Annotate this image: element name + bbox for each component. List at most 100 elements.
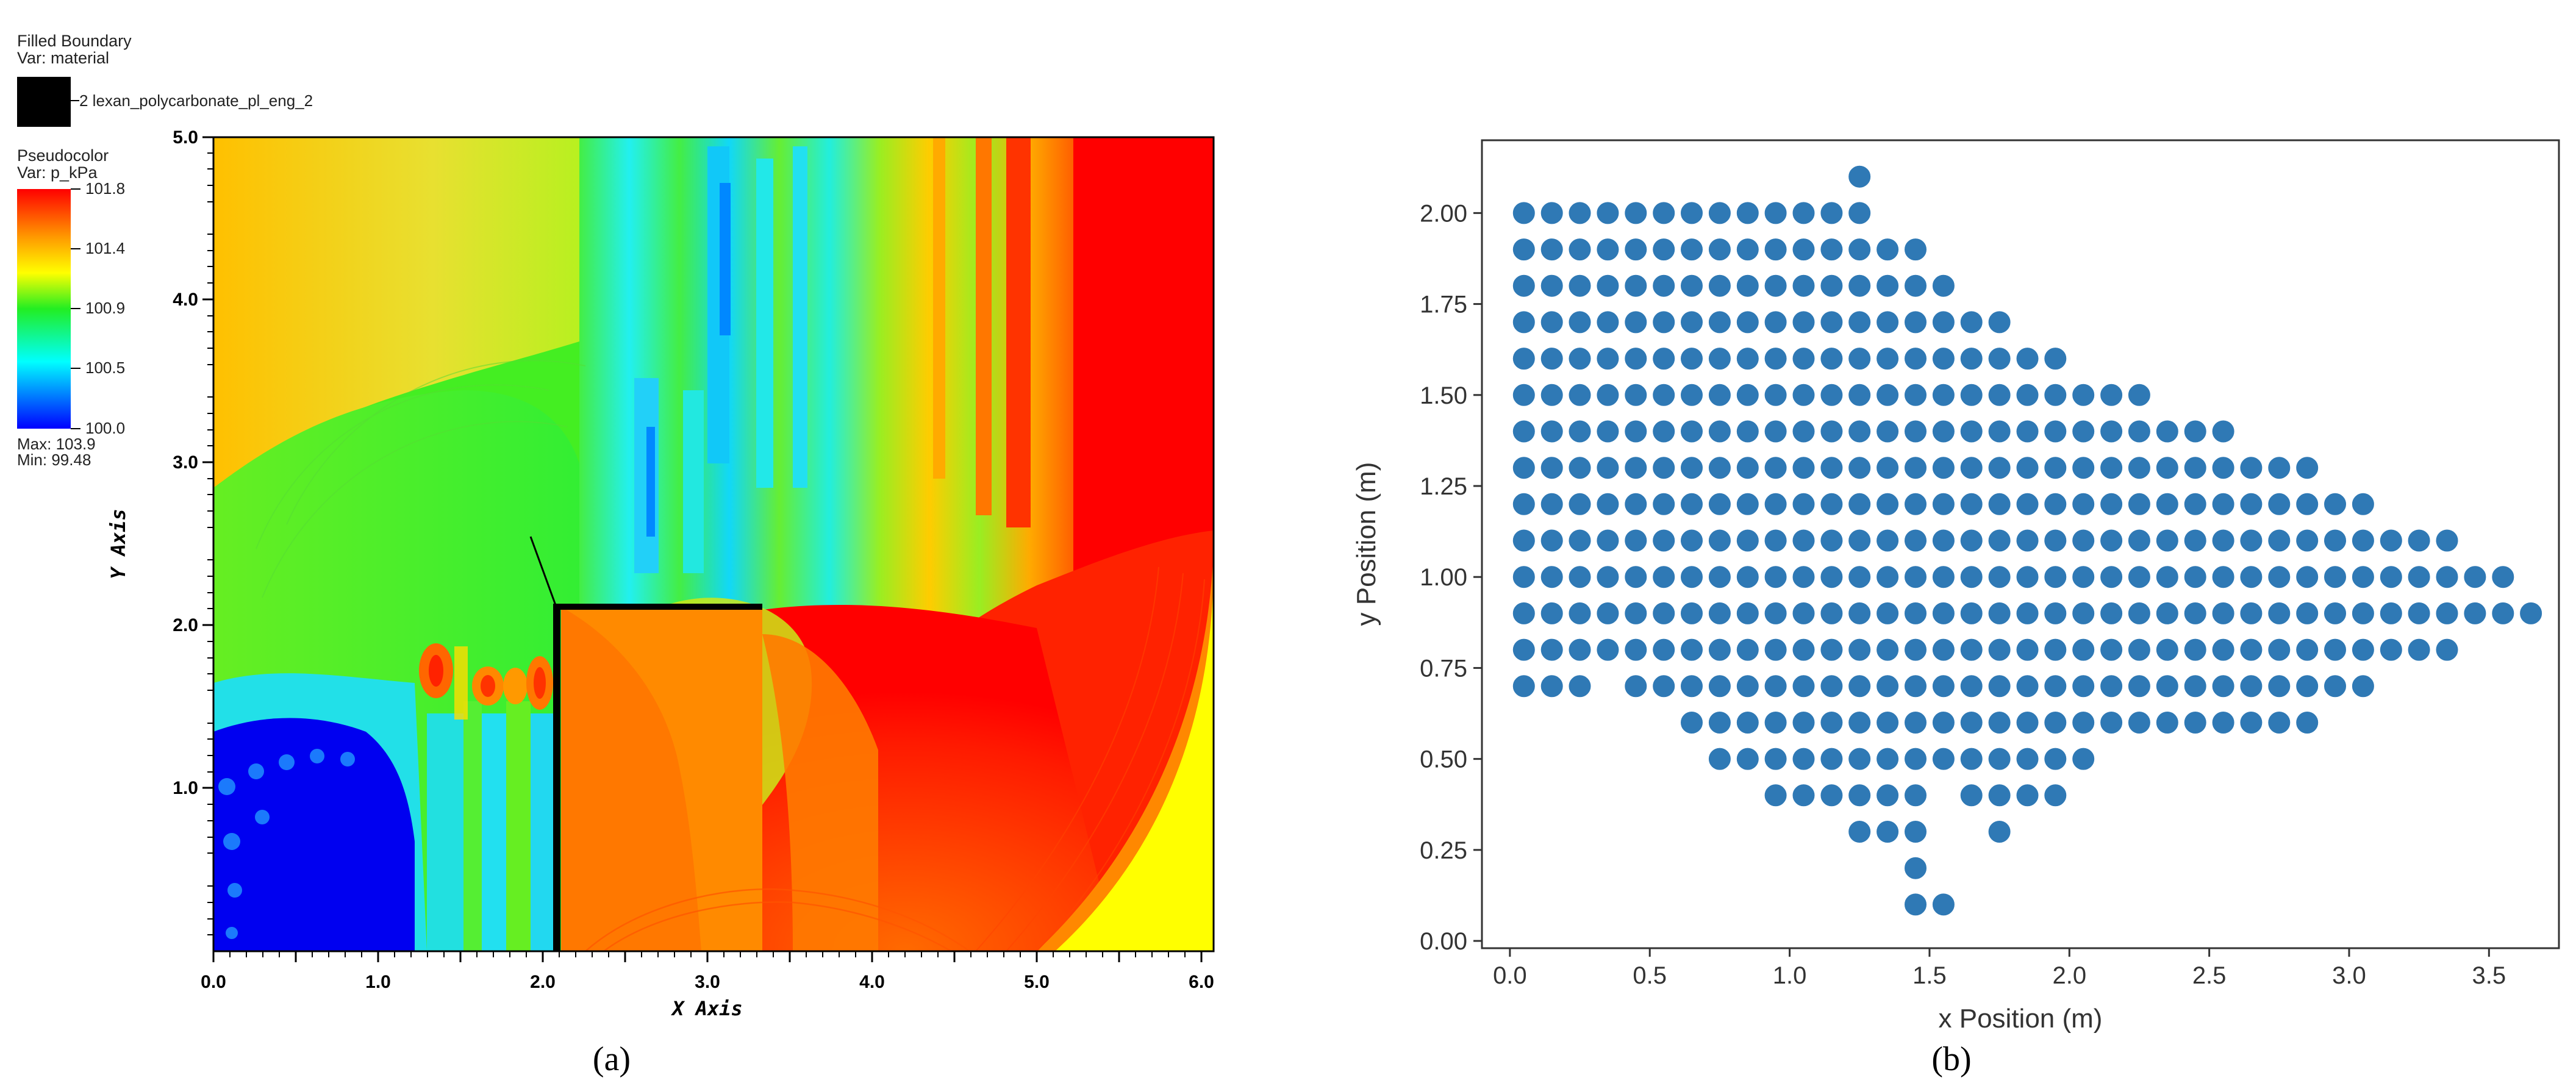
scatter-point [1680, 382, 1704, 407]
scatter-point [1959, 310, 1984, 335]
scatter-point [2043, 346, 2068, 371]
scatter-point [1680, 565, 1704, 590]
scatter-point [1735, 565, 1760, 590]
scatter-point [1651, 237, 1676, 262]
scatter-point [1847, 164, 1872, 189]
panel-a-caption: (a) [593, 1040, 631, 1078]
scatter-point [1623, 273, 1648, 298]
scatter-point [1623, 601, 1648, 626]
scatter-point [1680, 455, 1704, 480]
scatter-point [1903, 491, 1928, 516]
panel-a-pseudocolor-plot: Filled Boundary Var: material 2 lexan_po… [17, 32, 1215, 1078]
scatter-point [1763, 455, 1788, 480]
scatter-point [1791, 565, 1816, 590]
scatter-point [1735, 674, 1760, 699]
scatter-point [2071, 565, 2096, 590]
y-tick-label: 0.00 [1420, 928, 1467, 955]
scatter-point [1680, 273, 1704, 298]
scatter-point [1511, 237, 1536, 262]
scatter-point [1680, 674, 1704, 699]
scatter-point [1735, 419, 1760, 444]
scatter-point [1875, 746, 1900, 771]
scatter-point [1623, 637, 1648, 662]
scatter-point [1735, 346, 1760, 371]
y-tick-label: 1.25 [1420, 473, 1467, 500]
scatter-point [1875, 273, 1900, 298]
scatter-point [1567, 674, 1592, 699]
scatter-point [2043, 419, 2068, 444]
x-tick-label: 5.0 [1024, 972, 1050, 992]
scatter-point [1931, 892, 1956, 917]
scatter-point [1651, 637, 1676, 662]
scatter-point [2043, 674, 2068, 699]
y-tick-label: 2.00 [1420, 200, 1467, 227]
scatter-point [1567, 455, 1592, 480]
scatter-point [1651, 491, 1676, 516]
scatter-point [2239, 601, 2264, 626]
scatter-point [1931, 565, 1956, 590]
scatter-point [1763, 273, 1788, 298]
scatter-point [1511, 455, 1536, 480]
scatter-point [1987, 601, 2012, 626]
scatter-point [1511, 565, 1536, 590]
scatter-point [2350, 565, 2375, 590]
scatter-point [1987, 455, 2012, 480]
scatter-point [1903, 565, 1928, 590]
scatter-point [2155, 601, 2180, 626]
scatter-point [1987, 382, 2012, 407]
scatter-point [1707, 237, 1732, 262]
scatter-point [2239, 565, 2264, 590]
scatter-point [1763, 746, 1788, 771]
scatter-point [2099, 528, 2124, 553]
scatter-point [2211, 419, 2236, 444]
scatter-point [1623, 382, 1648, 407]
scatter-point [1847, 237, 1872, 262]
scatter-point [2099, 710, 2124, 735]
scatter-point [2183, 637, 2208, 662]
scatter-point [2491, 565, 2516, 590]
scatter-point [2295, 601, 2320, 626]
scatter-point [2295, 710, 2320, 735]
scatter-point [2043, 637, 2068, 662]
scatter-point [1735, 601, 1760, 626]
y-tick-label: 5.0 [173, 127, 198, 148]
scatter-point [2295, 637, 2320, 662]
scatter-point [1931, 310, 1956, 335]
scatter-point [2183, 455, 2208, 480]
scatter-point [1763, 710, 1788, 735]
scatter-point [1875, 783, 1900, 808]
scatter-point [2295, 674, 2320, 699]
scatter-point [1735, 455, 1760, 480]
y-tick-label: 3.0 [173, 452, 198, 473]
scatter-point [1539, 565, 1564, 590]
scatter-point [1931, 637, 1956, 662]
scatter-point [1680, 491, 1704, 516]
colorbar [17, 189, 71, 429]
scatter-point [1595, 601, 1620, 626]
panel-b-scatter-plot: 0.0 0.5 1.0 1.5 2.0 2.5 3.0 3.5 0.00 0.25 0.50 0.7… [1351, 139, 2560, 1078]
scatter-point [2239, 528, 2264, 553]
scatter-point [1680, 637, 1704, 662]
scatter-point [1903, 419, 1928, 444]
scatter-point [1623, 455, 1648, 480]
scatter-point [1987, 674, 2012, 699]
scatter-point [2239, 637, 2264, 662]
scatter-point [1847, 820, 1872, 844]
scatter-point [1567, 346, 1592, 371]
scatter-point [1903, 637, 1928, 662]
scatter-point [2323, 637, 2347, 662]
y-tick-label: 0.75 [1420, 655, 1467, 682]
scatter-point [1567, 382, 1592, 407]
scatter-point [1623, 346, 1648, 371]
scatter-point [1847, 674, 1872, 699]
scatter-point [2435, 565, 2460, 590]
scatter-point [1539, 491, 1564, 516]
panel-b-x-ticks: 0.0 0.5 1.0 1.5 2.0 2.5 3.0 3.5 [1493, 948, 2506, 989]
scatter-point [1623, 528, 1648, 553]
scatter-point [1959, 637, 1984, 662]
scatter-point [1707, 419, 1732, 444]
scatter-point [2043, 710, 2068, 735]
scatter-point [1819, 201, 1844, 226]
x-tick-label: 2.0 [2052, 962, 2086, 989]
colorbar-min: Min: 99.48 [17, 451, 91, 469]
